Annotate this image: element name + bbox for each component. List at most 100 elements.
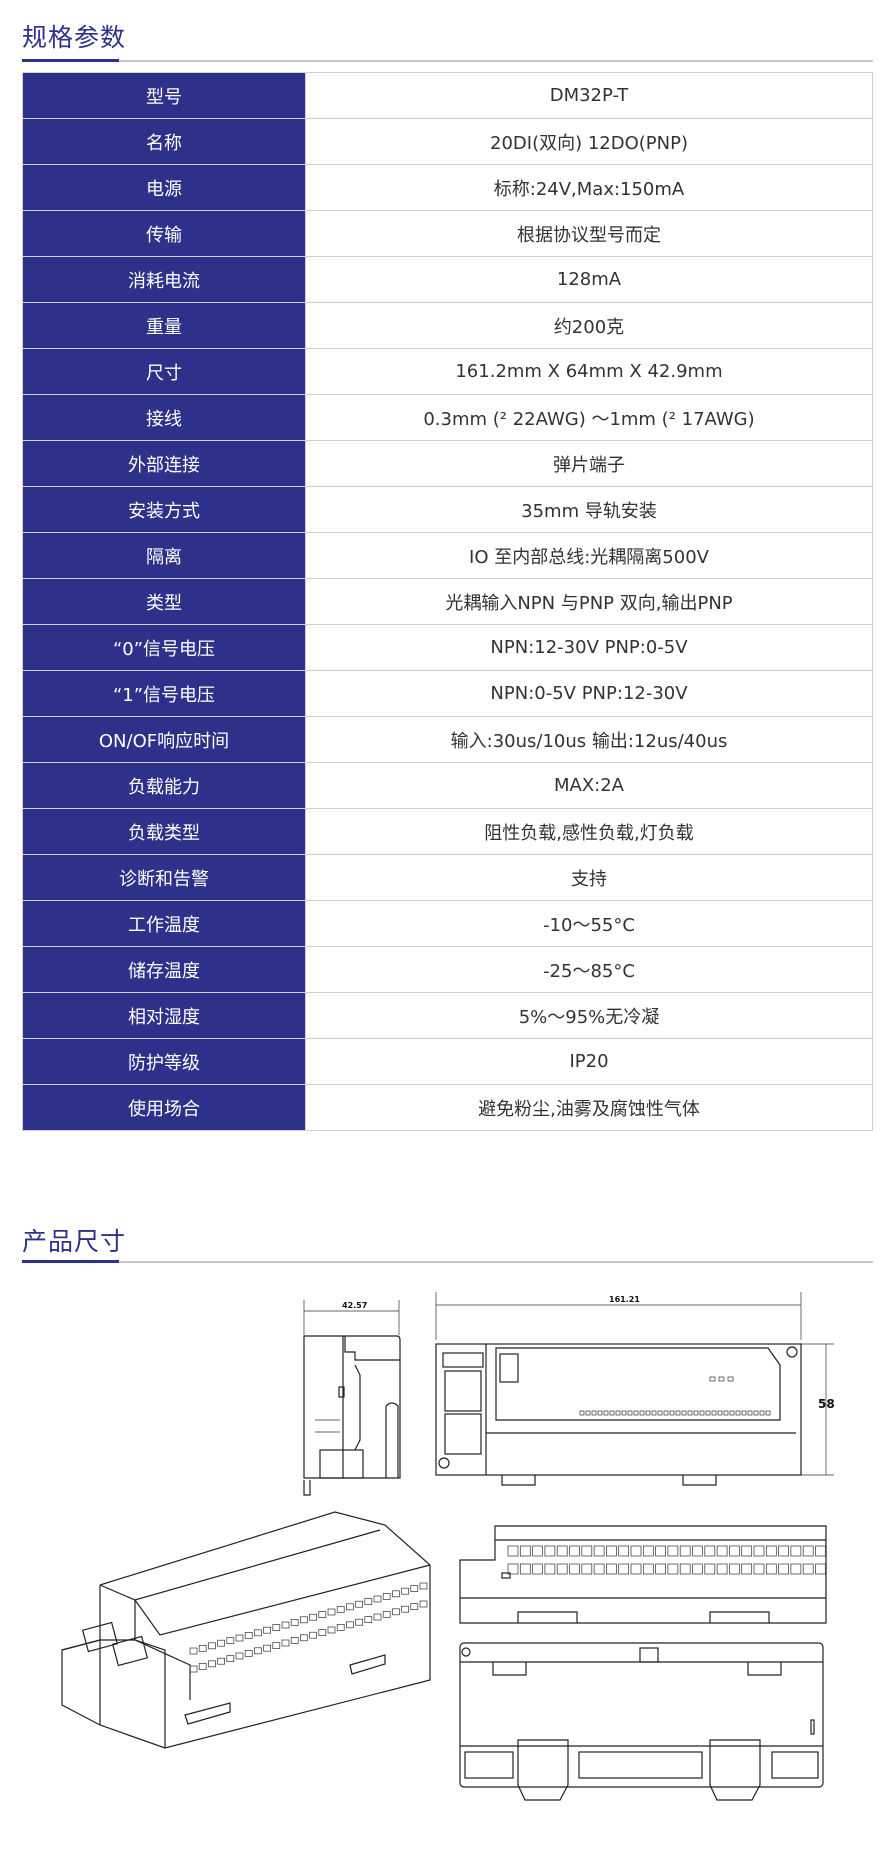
terminal-clamp xyxy=(244,1632,253,1639)
spec-value: IP20 xyxy=(305,1038,873,1085)
spec-value: 根据协议型号而定 xyxy=(305,210,873,257)
terminal-clamp xyxy=(716,1563,728,1575)
terminal-clamp xyxy=(519,1563,531,1575)
terminal-clamp xyxy=(581,1563,593,1575)
io-led-mark xyxy=(693,1410,699,1416)
terminal-clamp xyxy=(778,1545,789,1557)
terminal-clamp xyxy=(729,1563,740,1575)
terminal-clamp xyxy=(217,1657,225,1665)
terminal-clamp xyxy=(507,1563,519,1575)
terminal-clamp xyxy=(704,1563,716,1575)
io-led-mark xyxy=(645,1410,651,1416)
terminal-clamp xyxy=(263,1644,271,1652)
io-led-mark xyxy=(729,1410,735,1416)
spec-label: 名称 xyxy=(22,118,306,165)
terminal-clamp xyxy=(235,1652,244,1660)
spec-value: 支持 xyxy=(305,854,873,901)
terminal-clamp xyxy=(290,1637,299,1644)
terminal-clamp xyxy=(729,1545,740,1557)
spec-value: NPN:12-30V PNP:0-5V xyxy=(305,624,873,671)
depth-dimension-label: 42.57 xyxy=(342,1301,367,1310)
terminal-clamp xyxy=(382,1611,391,1618)
spec-row: “0”信号电压 NPN:12-30V PNP:0-5V xyxy=(22,624,873,671)
spec-label: 外部连接 xyxy=(22,440,306,487)
spec-value: MAX:2A xyxy=(305,762,873,809)
terminal-clamp xyxy=(544,1545,556,1557)
spec-label: 负载能力 xyxy=(22,762,306,809)
terminal-clamp xyxy=(790,1563,802,1575)
spec-value: 35mm 导轨安装 xyxy=(305,486,873,533)
spec-label: 消耗电流 xyxy=(22,256,306,303)
terminal-clamp xyxy=(336,1606,345,1613)
terminal-clamp xyxy=(606,1545,617,1557)
spec-value: IO 至内部总线:光耦隔离500V xyxy=(305,532,873,579)
status-led-mark xyxy=(709,1376,716,1382)
io-led-mark xyxy=(597,1410,603,1416)
io-led-mark xyxy=(711,1410,717,1416)
terminal-clamp xyxy=(419,1582,428,1590)
terminal-clamp xyxy=(300,1634,308,1642)
spec-row: 诊断和告警 支持 xyxy=(22,854,873,901)
isometric-view-drawing xyxy=(61,1511,431,1749)
terminal-clamp xyxy=(208,1660,216,1668)
spec-row: 电源 标称:24V,Max:150mA xyxy=(22,164,873,211)
spec-label: 工作温度 xyxy=(22,900,306,947)
spec-row: 工作温度 -10～55°C xyxy=(22,900,873,947)
terminal-clamp xyxy=(692,1563,703,1575)
terminal-clamp xyxy=(373,1595,382,1603)
spec-value: DM32P-T xyxy=(305,72,873,119)
terminal-clamp xyxy=(272,1624,281,1631)
specs-section-title: 规格参数 xyxy=(22,23,127,52)
terminal-clamp xyxy=(198,1663,207,1670)
terminal-clamp xyxy=(346,1603,354,1611)
spec-label: 型号 xyxy=(22,72,306,119)
io-led-mark xyxy=(753,1410,759,1416)
io-led-mark xyxy=(585,1410,591,1416)
status-led-mark xyxy=(718,1376,725,1382)
spec-value: 光耦输入NPN 与PNP 双向,输出PNP xyxy=(305,578,873,625)
terminal-clamp xyxy=(208,1642,216,1650)
io-led-mark xyxy=(603,1410,609,1416)
io-led-mark xyxy=(633,1410,639,1416)
spec-row: 相对湿度 5%～95%无冷凝 xyxy=(22,992,873,1039)
io-led-mark xyxy=(639,1410,645,1416)
spec-row: “1”信号电压 NPN:0-5V PNP:12-30V xyxy=(22,670,873,717)
io-led-mark xyxy=(609,1410,615,1416)
io-led-mark xyxy=(687,1410,693,1416)
spec-value: 输入:30us/10us 输出:12us/40us xyxy=(305,716,873,763)
terminal-clamp xyxy=(244,1650,253,1657)
spec-row: 名称 20DI(双向) 12DO(PNP) xyxy=(22,118,873,165)
io-led-mark xyxy=(717,1410,723,1416)
terminal-clamp xyxy=(217,1639,225,1647)
terminal-clamp xyxy=(569,1563,580,1575)
dimensions-title-divider xyxy=(22,1260,873,1263)
terminal-clamp xyxy=(226,1655,235,1662)
terminal-clamp xyxy=(778,1563,789,1575)
spec-label: ON/OF响应时间 xyxy=(22,716,306,763)
terminal-clamp xyxy=(318,1629,327,1636)
product-dimension-drawings: 42.57 161.21 58 xyxy=(61,1292,835,1801)
spec-value: 标称:24V,Max:150mA xyxy=(305,164,873,211)
spec-label: 尺寸 xyxy=(22,348,306,395)
spec-value: -25～85°C xyxy=(305,946,873,993)
terminal-clamp xyxy=(364,1598,373,1605)
spec-value: 161.2mm X 64mm X 42.9mm xyxy=(305,348,873,395)
front-view-drawing: 161.21 58 xyxy=(435,1292,835,1486)
terminal-clamp xyxy=(318,1611,327,1618)
width-dimension-label: 161.21 xyxy=(609,1295,640,1304)
io-led-mark xyxy=(675,1410,681,1416)
spec-label: 重量 xyxy=(22,302,306,349)
spec-value: 128mA xyxy=(305,256,873,303)
terminal-clamp xyxy=(753,1545,765,1557)
spec-value: 20DI(双向) 12DO(PNP) xyxy=(305,118,873,165)
terminal-clamp xyxy=(679,1563,691,1575)
terminal-clamp xyxy=(630,1563,642,1575)
terminal-clamp xyxy=(226,1637,235,1644)
spec-label: 负载类型 xyxy=(22,808,306,855)
spec-label: 传输 xyxy=(22,210,306,257)
terminal-clamp xyxy=(419,1600,428,1608)
terminal-clamp xyxy=(716,1545,728,1557)
terminal-clamp xyxy=(272,1642,281,1649)
spec-value: 5%～95%无冷凝 xyxy=(305,992,873,1039)
terminal-clamp xyxy=(556,1563,568,1575)
